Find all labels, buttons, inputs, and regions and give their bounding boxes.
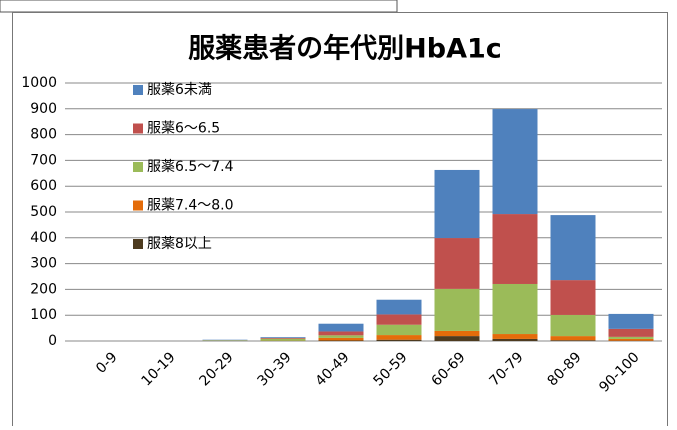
legend-label: 服薬6～6.5 (147, 121, 220, 137)
bar-segment (203, 340, 248, 341)
legend-label: 服薬8以上 (147, 236, 212, 252)
y-tick-label: 600 (30, 178, 57, 194)
y-tick-label: 100 (30, 307, 57, 323)
bar-segment (493, 109, 538, 214)
bar-segment (261, 338, 306, 339)
y-tick-label: 1000 (21, 75, 57, 91)
y-tick-label: 200 (30, 281, 57, 297)
y-tick-label: 400 (30, 230, 57, 246)
bar-segment (551, 315, 596, 336)
bar-segment (377, 300, 422, 315)
bar-segment (377, 340, 422, 341)
bar-segment (551, 340, 596, 341)
bar-segment (609, 339, 654, 341)
bar-segment (261, 337, 306, 338)
y-tick-label: 900 (30, 101, 57, 117)
y-tick-label: 300 (30, 256, 57, 272)
bar-segment (319, 324, 364, 332)
bar-segment (551, 215, 596, 280)
bar-segment (435, 238, 480, 289)
bar-segment (609, 337, 654, 339)
legend-label: 服薬6未満 (147, 82, 212, 98)
bar-segment (435, 289, 480, 331)
cell-frame (0, 0, 397, 12)
y-tick-label: 500 (30, 204, 57, 220)
bar-segment (609, 329, 654, 337)
bar-segment (319, 338, 364, 341)
bar-segment (319, 335, 364, 338)
bar-segment (377, 325, 422, 335)
bar-segment (435, 331, 480, 336)
bar-segment (493, 214, 538, 284)
legend-label: 服薬7.4～8.0 (147, 198, 234, 214)
legend-label: 服薬6.5～7.4 (147, 159, 234, 175)
bar-segment (377, 314, 422, 324)
y-tick-label: 0 (48, 333, 57, 349)
bar-segment (203, 340, 248, 341)
legend-swatch (133, 124, 143, 134)
y-tick-label: 700 (30, 152, 57, 168)
y-tick-label: 800 (30, 127, 57, 143)
bar-segment (319, 331, 364, 335)
bar-segment (493, 334, 538, 339)
bar-segment (609, 314, 654, 329)
chart-title: 服薬患者の年代別HbA1c (188, 33, 502, 65)
bar-segment (551, 280, 596, 315)
bar-segment (377, 335, 422, 340)
bar-segment (493, 284, 538, 334)
bar-segment (261, 339, 306, 341)
bar-segment (493, 339, 538, 341)
legend-swatch (133, 85, 143, 95)
legend-swatch (133, 239, 143, 249)
bar-segment (319, 340, 364, 341)
legend-swatch (133, 201, 143, 211)
bar-segment (435, 170, 480, 238)
bar-segment (551, 336, 596, 340)
bar-segment (435, 336, 480, 341)
legend-swatch (133, 162, 143, 172)
